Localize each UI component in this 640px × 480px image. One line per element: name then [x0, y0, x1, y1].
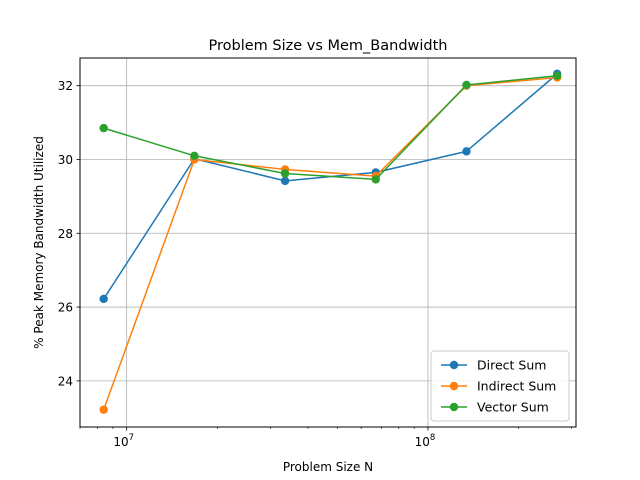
legend-swatch-marker: [449, 381, 459, 391]
data-point: [552, 71, 562, 80]
x-axis-title: Problem Size N: [283, 460, 373, 474]
series-line: [103, 74, 558, 181]
x-tick-label: 108: [415, 433, 436, 449]
series-line: [102, 76, 558, 410]
y-tick-label: 32: [58, 79, 73, 93]
data-point: [462, 80, 471, 90]
chart-title: Problem Size vs Mem_Bandwidth: [208, 38, 447, 54]
legend: Direct Sum Indirect Sum Vector Sum: [430, 350, 570, 422]
data-point: [99, 294, 108, 304]
legend-swatch-marker: [449, 360, 459, 370]
y-tick-label: 28: [58, 227, 73, 241]
series: [99, 69, 562, 414]
data-point: [371, 175, 380, 184]
legend-label: Indirect Sum: [477, 379, 556, 394]
y-tick-label: 30: [58, 153, 73, 167]
data-point: [99, 123, 108, 133]
data-point: [462, 147, 471, 156]
y-axis-title: % Peak Memory Bandwidth Utilized: [32, 136, 46, 349]
data-point: [99, 405, 108, 414]
data-point: [190, 151, 199, 160]
data-point: [280, 176, 290, 186]
y-tick-label: 26: [58, 301, 73, 315]
grid: [80, 58, 576, 427]
legend-label: Direct Sum: [477, 358, 546, 373]
ticks: 24 26 28 30 32 107 108: [58, 79, 573, 449]
plot-frame: [79, 57, 577, 428]
legend-label: Vector Sum: [477, 400, 549, 415]
data-point: [280, 169, 290, 178]
x-tick-label: 107: [113, 433, 134, 449]
legend-box: [430, 350, 570, 422]
y-tick-label: 24: [58, 374, 73, 388]
legend-swatch-marker: [449, 402, 459, 412]
